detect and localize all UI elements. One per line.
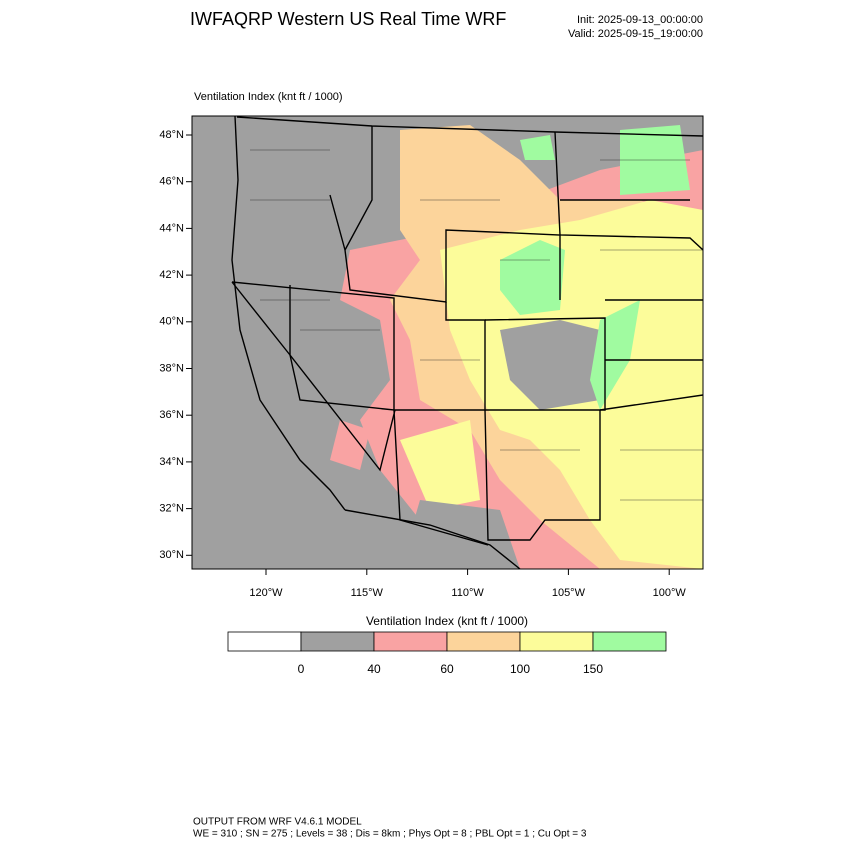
colorbar-title: Ventilation Index (knt ft / 1000) (366, 614, 528, 628)
field-region (520, 135, 555, 160)
colorbar-box (373, 631, 448, 652)
colorbar-label: 40 (367, 662, 381, 676)
field-region (200, 208, 370, 470)
colorbar-box (300, 631, 375, 652)
lat-label: 36°N (159, 409, 184, 421)
colorbar-box (446, 631, 521, 652)
footer-line: OUTPUT FROM WRF V4.6.1 MODEL (193, 817, 362, 828)
lon-label: 120°W (249, 587, 283, 599)
lon-label: 115°W (351, 587, 384, 599)
map (192, 116, 703, 569)
init-time: Init: 2025-09-13_00:00:00 (577, 14, 703, 26)
colorbar-box (227, 631, 302, 652)
lat-label: 32°N (159, 503, 184, 515)
lat-label: 38°N (159, 362, 184, 374)
lon-label: 110°W (451, 587, 484, 599)
lon-label: 105°W (552, 587, 586, 599)
lat-label: 34°N (159, 456, 184, 468)
colorbar-label: 100 (510, 662, 530, 676)
lat-label: 30°N (159, 549, 184, 561)
footer-line: WE = 310 ; SN = 275 ; Levels = 38 ; Dis … (193, 829, 587, 840)
lat-label: 48°N (159, 129, 184, 141)
map-frame (191, 115, 704, 570)
lat-label: 46°N (159, 176, 184, 188)
colorbar-box (519, 631, 594, 652)
colorbar-label: 150 (583, 662, 603, 676)
lat-label: 40°N (159, 316, 184, 328)
title: IWFAQRP Western US Real Time WRF (190, 9, 506, 29)
lat-label: 44°N (159, 222, 184, 234)
colorbar-label: 0 (298, 662, 305, 676)
valid-time: Valid: 2025-09-15_19:00:00 (568, 28, 703, 40)
field-region (500, 320, 600, 410)
lat-label: 42°N (159, 269, 184, 281)
lon-label: 100°W (653, 587, 687, 599)
field-region (400, 420, 480, 510)
map-title: Ventilation Index (knt ft / 1000) (194, 91, 343, 103)
field-region (590, 300, 640, 410)
colorbar-label: 60 (440, 662, 454, 676)
field-region (500, 240, 565, 315)
colorbar-box (592, 631, 667, 652)
